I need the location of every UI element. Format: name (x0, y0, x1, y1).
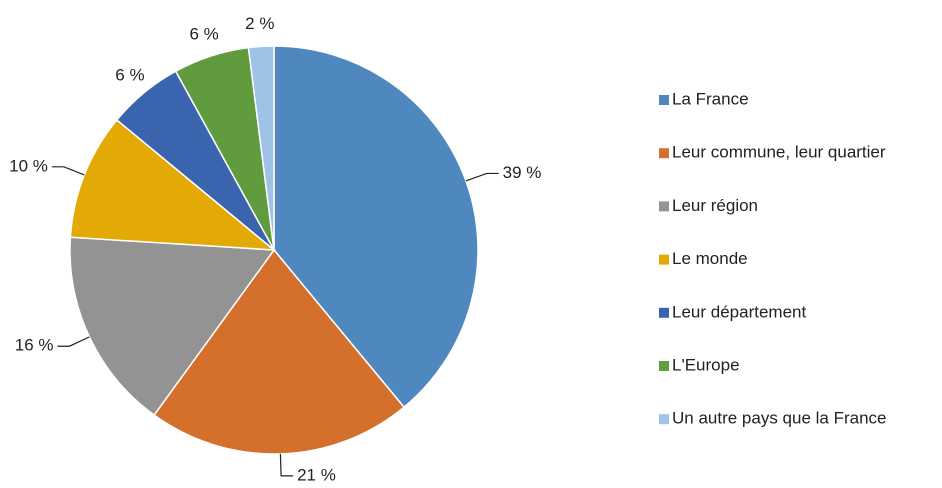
legend-label: Leur commune, leur quartier (672, 143, 886, 162)
pie-slice (69, 118, 277, 251)
leader-line (465, 172, 499, 182)
pie-slice (69, 236, 276, 417)
pie-slice (153, 248, 406, 455)
leader-line (51, 166, 85, 176)
pie-slice (247, 45, 275, 251)
data-label: 6 % (190, 25, 219, 44)
data-label: 6 % (115, 65, 144, 84)
legend-swatch (659, 307, 669, 318)
legend-label: La France (672, 89, 749, 108)
legend-swatch (659, 361, 669, 371)
legend-label: L'Europe (672, 355, 740, 374)
data-label: 16 % (15, 336, 54, 355)
data-label: 2 % (245, 14, 274, 33)
legend-label: Un autre pays que la France (672, 409, 887, 428)
legend-swatch (659, 414, 669, 425)
legend-swatch (659, 254, 669, 265)
legend-label: Leur région (672, 196, 758, 215)
data-label: 39 % (503, 163, 542, 182)
data-label: 10 % (9, 156, 48, 175)
legend-label: Leur département (672, 302, 806, 321)
legend-swatch (659, 201, 669, 212)
leader-line (57, 336, 90, 347)
pie-slice (273, 45, 479, 409)
legend-swatch (659, 95, 669, 105)
legend-swatch (659, 148, 669, 159)
data-label: 21 % (297, 465, 336, 484)
legend-label: Le monde (672, 249, 748, 268)
leader-line (279, 453, 294, 477)
